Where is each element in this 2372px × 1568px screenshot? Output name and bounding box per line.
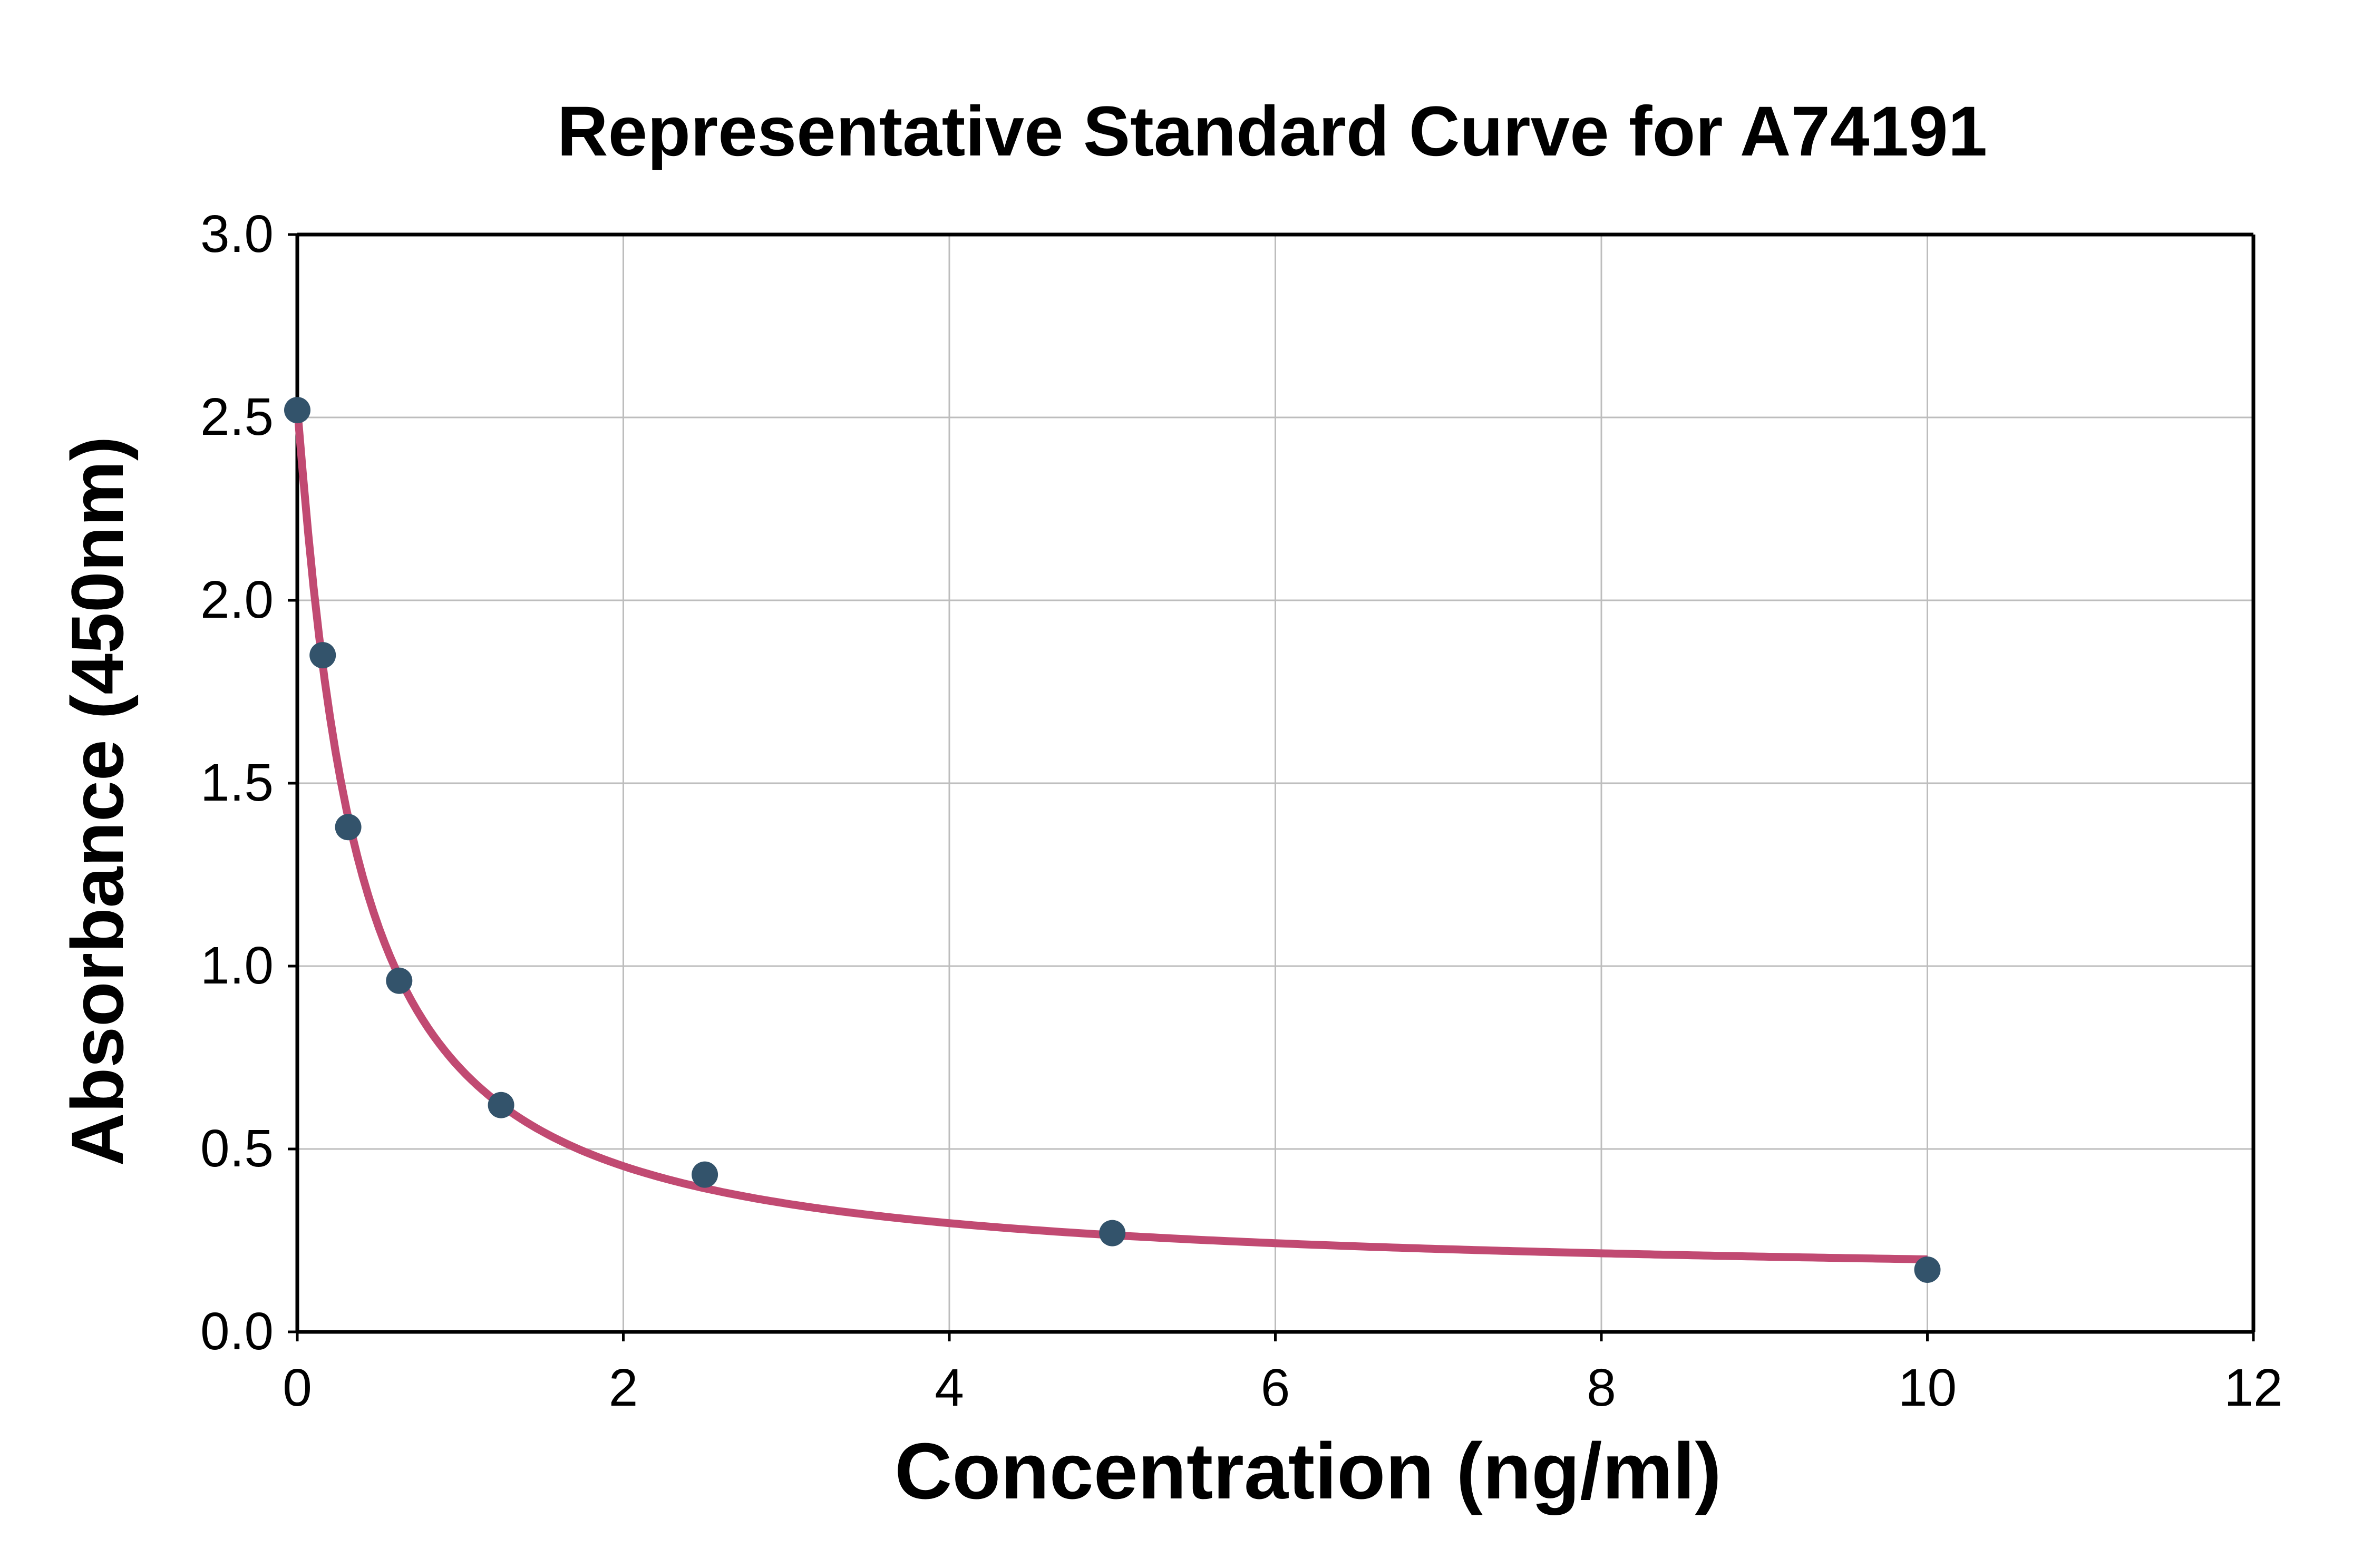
svg-text:1.0: 1.0 [200,936,274,995]
svg-text:1.5: 1.5 [200,753,274,812]
svg-text:3.0: 3.0 [200,204,274,264]
svg-text:2.5: 2.5 [200,387,274,446]
svg-text:0.5: 0.5 [200,1119,274,1178]
svg-text:2: 2 [609,1358,638,1417]
svg-text:4: 4 [935,1358,964,1417]
svg-text:6: 6 [1261,1358,1290,1417]
svg-text:10: 10 [1898,1358,1957,1417]
svg-text:12: 12 [2224,1358,2282,1417]
svg-text:0.0: 0.0 [200,1302,274,1361]
svg-text:8: 8 [1587,1358,1616,1417]
svg-text:0: 0 [283,1358,312,1417]
svg-text:2.0: 2.0 [200,570,274,629]
